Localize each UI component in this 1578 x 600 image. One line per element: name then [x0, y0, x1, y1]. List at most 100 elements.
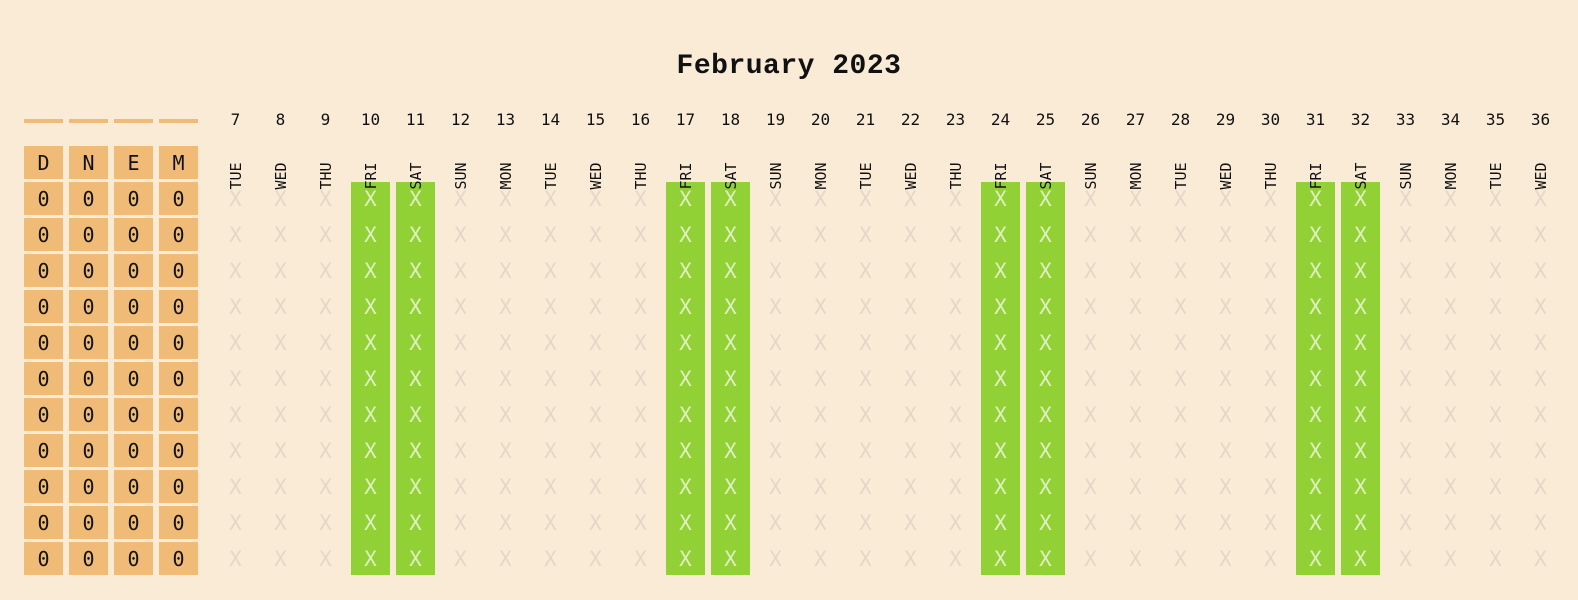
day-cell[interactable]: X: [634, 546, 647, 571]
day-cell[interactable]: X: [1354, 186, 1367, 211]
day-cell[interactable]: X: [904, 366, 917, 391]
day-cell[interactable]: X: [544, 258, 557, 283]
day-cell[interactable]: X: [1489, 294, 1502, 319]
day-cell[interactable]: X: [1174, 330, 1187, 355]
day-cell[interactable]: X: [589, 510, 602, 535]
day-cell[interactable]: X: [1129, 258, 1142, 283]
day-cell[interactable]: X: [1084, 294, 1097, 319]
day-cell[interactable]: X: [1354, 438, 1367, 463]
day-cell[interactable]: X: [1174, 258, 1187, 283]
day-cell[interactable]: X: [454, 402, 467, 427]
day-cell[interactable]: X: [454, 222, 467, 247]
day-cell[interactable]: X: [1309, 546, 1322, 571]
day-cell[interactable]: X: [499, 294, 512, 319]
day-cell[interactable]: X: [634, 438, 647, 463]
day-cell[interactable]: X: [544, 294, 557, 319]
day-cell[interactable]: X: [859, 294, 872, 319]
day-cell[interactable]: X: [679, 546, 692, 571]
day-cell[interactable]: X: [1354, 510, 1367, 535]
day-cell[interactable]: X: [1084, 186, 1097, 211]
day-cell[interactable]: X: [364, 222, 377, 247]
day-cell[interactable]: X: [1354, 294, 1367, 319]
day-cell[interactable]: X: [274, 258, 287, 283]
day-cell[interactable]: X: [1219, 546, 1232, 571]
day-cell[interactable]: X: [319, 474, 332, 499]
day-cell[interactable]: X: [1264, 510, 1277, 535]
day-cell[interactable]: X: [634, 366, 647, 391]
day-cell[interactable]: X: [1129, 438, 1142, 463]
day-cell[interactable]: X: [1039, 366, 1052, 391]
day-cell[interactable]: X: [1129, 330, 1142, 355]
day-cell[interactable]: X: [1174, 222, 1187, 247]
day-cell[interactable]: X: [1174, 510, 1187, 535]
day-cell[interactable]: X: [1174, 546, 1187, 571]
day-cell[interactable]: X: [1129, 222, 1142, 247]
day-cell[interactable]: X: [679, 330, 692, 355]
day-cell[interactable]: X: [1174, 294, 1187, 319]
day-cell[interactable]: X: [724, 402, 737, 427]
day-cell[interactable]: X: [769, 474, 782, 499]
day-cell[interactable]: X: [544, 510, 557, 535]
day-cell[interactable]: X: [1174, 474, 1187, 499]
day-cell[interactable]: X: [859, 438, 872, 463]
day-cell[interactable]: X: [1489, 330, 1502, 355]
day-cell[interactable]: X: [589, 294, 602, 319]
day-cell[interactable]: X: [1309, 294, 1322, 319]
day-cell[interactable]: X: [544, 474, 557, 499]
day-cell[interactable]: X: [1399, 186, 1412, 211]
day-cell[interactable]: X: [229, 510, 242, 535]
day-cell[interactable]: X: [1039, 510, 1052, 535]
day-cell[interactable]: X: [1489, 402, 1502, 427]
day-cell[interactable]: X: [814, 438, 827, 463]
day-cell[interactable]: X: [1264, 222, 1277, 247]
day-cell[interactable]: X: [274, 294, 287, 319]
day-cell[interactable]: X: [769, 258, 782, 283]
day-cell[interactable]: X: [994, 510, 1007, 535]
day-cell[interactable]: X: [1219, 294, 1232, 319]
day-cell[interactable]: X: [1309, 222, 1322, 247]
day-cell[interactable]: X: [769, 438, 782, 463]
day-cell[interactable]: X: [679, 294, 692, 319]
day-cell[interactable]: X: [229, 222, 242, 247]
day-cell[interactable]: X: [859, 186, 872, 211]
day-cell[interactable]: X: [679, 222, 692, 247]
day-cell[interactable]: X: [274, 510, 287, 535]
day-cell[interactable]: X: [1534, 330, 1547, 355]
day-cell[interactable]: X: [589, 402, 602, 427]
day-cell[interactable]: X: [859, 402, 872, 427]
day-cell[interactable]: X: [1039, 294, 1052, 319]
day-cell[interactable]: X: [724, 294, 737, 319]
day-cell[interactable]: X: [859, 258, 872, 283]
day-cell[interactable]: X: [814, 546, 827, 571]
day-cell[interactable]: X: [1354, 330, 1367, 355]
day-cell[interactable]: X: [274, 438, 287, 463]
day-cell[interactable]: X: [409, 546, 422, 571]
day-cell[interactable]: X: [634, 294, 647, 319]
day-cell[interactable]: X: [319, 546, 332, 571]
day-cell[interactable]: X: [274, 366, 287, 391]
day-cell[interactable]: X: [724, 186, 737, 211]
day-cell[interactable]: X: [904, 546, 917, 571]
day-cell[interactable]: X: [1309, 366, 1322, 391]
day-cell[interactable]: X: [994, 330, 1007, 355]
day-cell[interactable]: X: [1309, 510, 1322, 535]
day-cell[interactable]: X: [724, 510, 737, 535]
day-cell[interactable]: X: [1444, 222, 1457, 247]
day-cell[interactable]: X: [1219, 258, 1232, 283]
day-cell[interactable]: X: [364, 474, 377, 499]
day-cell[interactable]: X: [1084, 402, 1097, 427]
day-cell[interactable]: X: [274, 186, 287, 211]
day-cell[interactable]: X: [454, 510, 467, 535]
day-cell[interactable]: X: [1534, 510, 1547, 535]
day-cell[interactable]: X: [814, 186, 827, 211]
day-cell[interactable]: X: [409, 294, 422, 319]
day-cell[interactable]: X: [1444, 510, 1457, 535]
day-cell[interactable]: X: [949, 294, 962, 319]
day-cell[interactable]: X: [589, 258, 602, 283]
day-cell[interactable]: X: [724, 366, 737, 391]
day-cell[interactable]: X: [1309, 474, 1322, 499]
day-cell[interactable]: X: [1219, 366, 1232, 391]
day-cell[interactable]: X: [1354, 222, 1367, 247]
day-cell[interactable]: X: [1309, 186, 1322, 211]
day-cell[interactable]: X: [1399, 546, 1412, 571]
